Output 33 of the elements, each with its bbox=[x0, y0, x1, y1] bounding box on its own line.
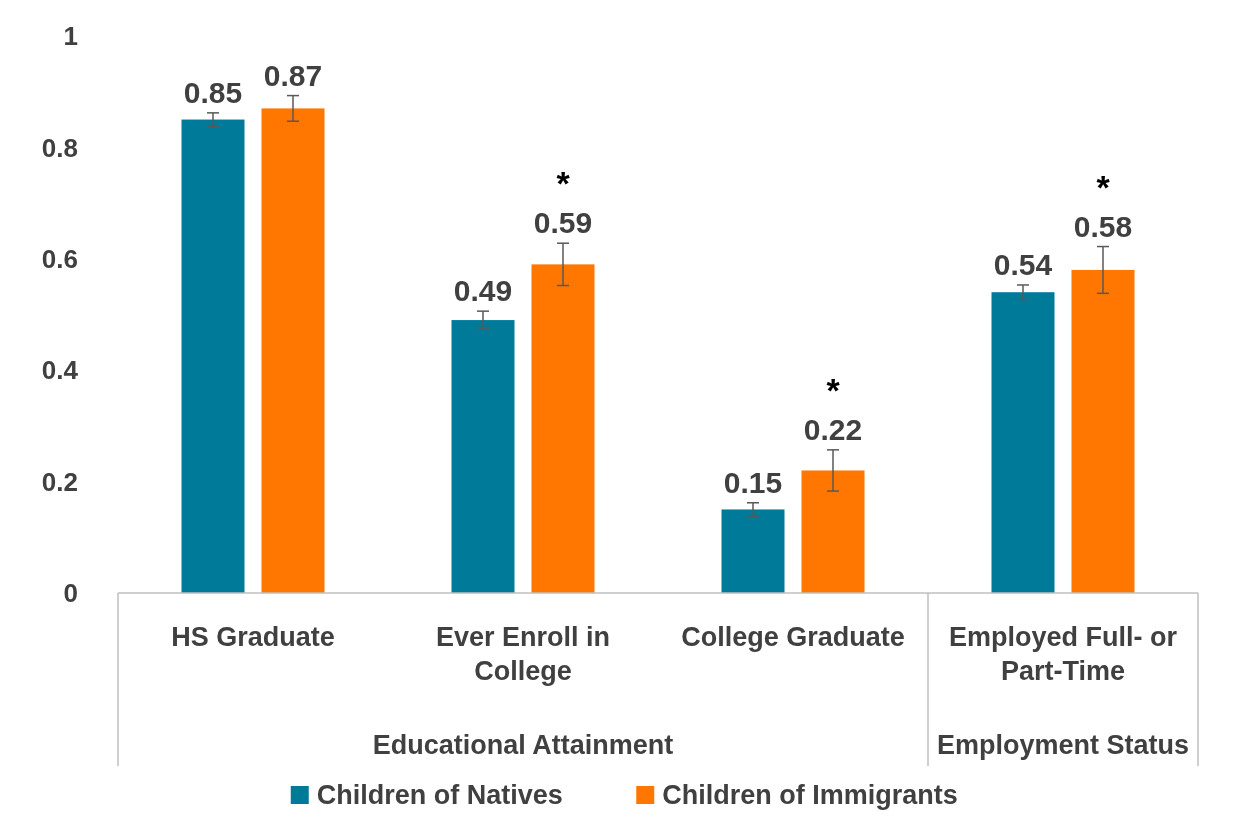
y-tick-label: 0.2 bbox=[41, 466, 78, 497]
text: Educational Attainment bbox=[372, 730, 674, 760]
legend-label: Children of Immigrants bbox=[662, 780, 958, 811]
y-tick-label: 0.4 bbox=[41, 355, 79, 386]
bar bbox=[531, 264, 595, 593]
x-tick-label: Ever Enroll in College bbox=[435, 622, 611, 686]
data-label: 0.22 bbox=[803, 412, 863, 446]
data-label: 0.87 bbox=[263, 58, 323, 92]
bar bbox=[1071, 269, 1135, 593]
data-label: 0.49 bbox=[453, 274, 513, 308]
bar bbox=[801, 470, 865, 593]
bar bbox=[991, 292, 1055, 593]
y-tick-label: 0.6 bbox=[41, 243, 78, 274]
y-tick-label: 1 bbox=[63, 21, 78, 52]
y-tick-label: 0.8 bbox=[41, 132, 78, 163]
legend-label: Children of Natives bbox=[316, 780, 563, 811]
bar bbox=[181, 119, 245, 593]
data-label: 0.59 bbox=[533, 206, 593, 240]
x-tick-label: Employed Full- or Part-Time bbox=[948, 622, 1178, 686]
data-label: 0.54 bbox=[993, 247, 1053, 281]
annotation: * bbox=[826, 370, 841, 409]
bar bbox=[721, 509, 785, 593]
data-label: 0.15 bbox=[723, 465, 783, 499]
data-label: 0.85 bbox=[183, 75, 243, 109]
x-tick-label: HS Graduate bbox=[171, 622, 335, 652]
bar bbox=[261, 108, 325, 593]
data-label: 0.58 bbox=[1073, 209, 1133, 243]
annotation: * bbox=[556, 164, 571, 203]
x-tick-label: College Graduate bbox=[681, 622, 905, 652]
bar bbox=[451, 320, 515, 593]
y-tick-label: 0 bbox=[63, 578, 78, 609]
annotation: * bbox=[1096, 167, 1111, 206]
text: Employment Status bbox=[936, 730, 1190, 760]
